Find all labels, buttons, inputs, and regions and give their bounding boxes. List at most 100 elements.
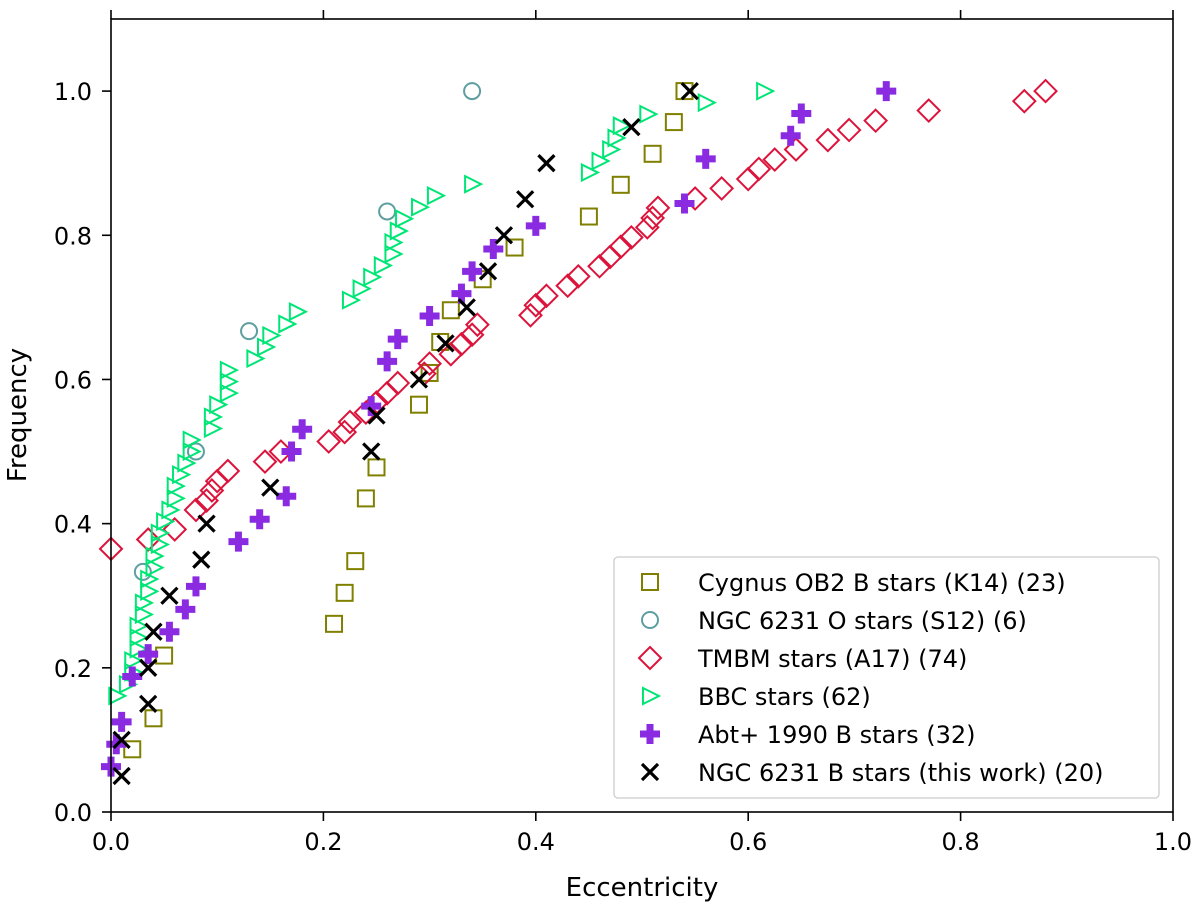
data-point-s0-8 xyxy=(409,395,428,414)
data-point-s3-21 xyxy=(182,441,202,462)
data-point-s2-26 xyxy=(555,273,581,299)
data-point-s5-5 xyxy=(160,586,179,605)
x-tick-label: 0.6 xyxy=(729,828,767,856)
ticks-layer: 0.0 0.2 0.4 0.6 0.8 1.0 0.0 0.2 0.4 0.6 0.8 1.0 xyxy=(54,10,1192,856)
data-point-s3-35 xyxy=(352,279,372,299)
data-point-s3-32 xyxy=(278,314,298,334)
data-point-s5-0 xyxy=(112,766,131,786)
data-point-s4-5 xyxy=(159,621,180,642)
data-point-s3-41 xyxy=(395,209,415,229)
legend: Cygnus OB2 B stars (K14) (23) NGC 6231 O … xyxy=(613,556,1160,799)
data-point-s2-4 xyxy=(194,488,219,513)
data-point-s2-42 xyxy=(836,117,862,143)
data-point-s0-16 xyxy=(643,144,662,163)
data-point-s2-27 xyxy=(565,263,591,289)
x-tick-label: 0.2 xyxy=(304,828,342,856)
data-point-s2-33 xyxy=(640,205,666,231)
data-point-s3-36 xyxy=(363,267,383,287)
data-point-s2-37 xyxy=(735,166,761,192)
data-point-s3-34 xyxy=(341,290,362,310)
data-point-s2-18 xyxy=(417,351,443,377)
series-1 xyxy=(133,82,482,581)
data-point-s3-26 xyxy=(219,383,240,403)
data-point-s2-24 xyxy=(523,292,549,318)
data-point-s2-5 xyxy=(199,478,225,503)
data-point-s2-11 xyxy=(332,419,358,445)
data-point-s5-10 xyxy=(367,406,386,425)
data-point-s2-40 xyxy=(783,137,809,162)
legend-label-3: BBC stars (62) xyxy=(698,683,871,711)
data-point-s4-4 xyxy=(138,644,159,665)
data-point-s2-7 xyxy=(215,458,241,484)
data-point-s3-28 xyxy=(219,360,240,380)
data-point-s2-23 xyxy=(518,302,543,328)
data-point-s2-46 xyxy=(1033,78,1058,104)
data-point-s4-18 xyxy=(462,261,483,282)
data-point-s4-22 xyxy=(695,148,716,169)
data-point-s2-43 xyxy=(863,108,889,134)
data-point-s3-11 xyxy=(145,557,165,578)
data-point-s4-16 xyxy=(419,306,440,327)
plot-frame xyxy=(110,18,1174,813)
data-point-s4-24 xyxy=(791,103,812,124)
data-point-s0-18 xyxy=(675,82,694,101)
data-point-s3-33 xyxy=(288,302,309,322)
data-point-s2-21 xyxy=(459,322,485,348)
data-point-s2-39 xyxy=(762,147,788,172)
data-point-s4-19 xyxy=(483,238,504,259)
y-tick-label: 0.4 xyxy=(54,511,92,539)
data-point-s3-17 xyxy=(166,488,186,509)
data-point-s3-22 xyxy=(182,430,202,450)
data-point-s1-2 xyxy=(240,322,259,341)
data-point-s2-25 xyxy=(534,283,559,309)
data-point-s2-10 xyxy=(316,429,342,454)
data-point-s2-41 xyxy=(815,127,841,153)
data-point-s3-27 xyxy=(219,371,240,392)
data-point-s3-48 xyxy=(607,128,627,148)
data-point-s0-14 xyxy=(579,207,598,226)
data-point-s5-1 xyxy=(112,730,131,750)
data-point-s3-31 xyxy=(262,325,282,346)
data-point-s1-4 xyxy=(463,82,482,101)
data-point-s4-11 xyxy=(281,441,302,462)
data-point-s5-12 xyxy=(436,334,455,353)
data-point-s3-5 xyxy=(129,627,149,648)
series-5 xyxy=(112,81,699,786)
data-point-s2-2 xyxy=(162,516,188,542)
y-tick-label: 0.0 xyxy=(54,799,92,827)
marks-layer xyxy=(98,78,1058,786)
data-point-s5-17 xyxy=(537,154,556,173)
data-point-s4-14 xyxy=(377,351,398,372)
y-tick-label: 0.8 xyxy=(54,222,92,250)
x-tick-label: 0.0 xyxy=(92,828,130,856)
data-point-s3-46 xyxy=(591,151,611,171)
data-point-s3-52 xyxy=(756,81,776,101)
x-tick-label: 0.8 xyxy=(942,828,980,856)
data-point-s1-1 xyxy=(186,442,205,461)
data-point-s3-24 xyxy=(203,407,224,427)
data-point-s1-0 xyxy=(133,562,152,581)
legend-label-2: TMBM stars (A17) (74) xyxy=(697,645,967,673)
data-point-s0-15 xyxy=(611,175,630,194)
data-point-s2-22 xyxy=(464,312,490,338)
data-point-s4-21 xyxy=(674,193,695,214)
data-point-s5-16 xyxy=(516,190,535,209)
data-point-s0-3 xyxy=(325,614,344,633)
data-point-s4-25 xyxy=(876,81,897,102)
data-point-s3-25 xyxy=(209,395,229,415)
data-point-s2-12 xyxy=(337,409,363,435)
data-point-s4-2 xyxy=(111,711,132,732)
x-axis-label: Eccentricity xyxy=(566,873,719,903)
legend-marker-3 xyxy=(642,686,662,706)
data-point-s3-0 xyxy=(108,686,128,706)
legend-marker-1 xyxy=(641,611,659,629)
data-point-s3-42 xyxy=(410,197,431,217)
data-point-s0-4 xyxy=(335,583,354,602)
data-point-s5-18 xyxy=(622,118,641,137)
legend-label-5: NGC 6231 B stars (this work) (20) xyxy=(698,759,1103,787)
data-point-s4-8 xyxy=(228,531,249,552)
data-point-s5-11 xyxy=(409,370,429,389)
data-point-s4-7 xyxy=(185,576,206,597)
data-point-s5-6 xyxy=(192,550,211,569)
